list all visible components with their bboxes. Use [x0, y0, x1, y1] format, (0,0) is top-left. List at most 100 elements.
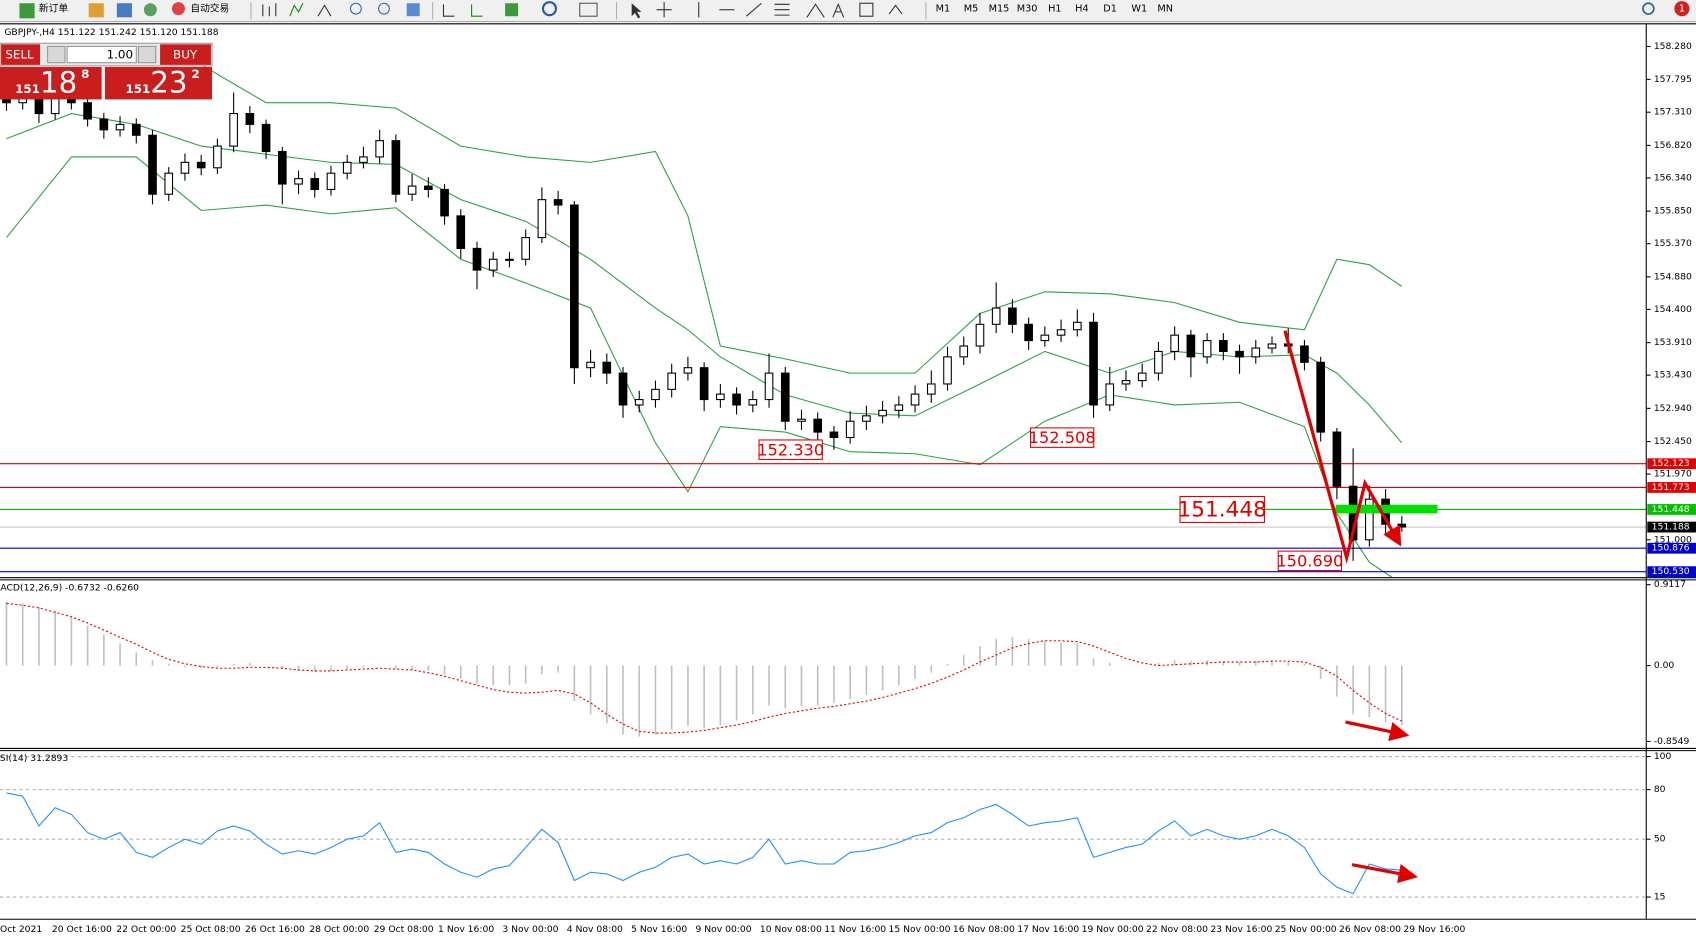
- price-callout-box: [1277, 550, 1343, 572]
- price-level-tag: [1647, 482, 1696, 493]
- candle-body: [164, 172, 174, 195]
- drawings: [1283, 330, 1438, 884]
- price-level-tag: [1647, 521, 1696, 533]
- candle-body: [391, 140, 401, 195]
- candle-body: [1235, 350, 1244, 358]
- timeframe[interactable]: H1: [1048, 4, 1062, 15]
- icon[interactable]: [317, 4, 332, 17]
- icon[interactable]: [806, 3, 825, 18]
- icon[interactable]: [289, 3, 304, 17]
- candle-body: [991, 307, 1001, 325]
- icon[interactable]: [745, 2, 762, 17]
- bid-box[interactable]: [0, 67, 102, 100]
- candle-body: [1154, 350, 1163, 374]
- icon[interactable]: [541, 1, 558, 17]
- x-tick-label: 16 Nov 08:00: [953, 924, 1015, 935]
- icon[interactable]: [442, 4, 455, 17]
- icon[interactable]: [471, 4, 483, 17]
- auto-trading-button[interactable]: 自动交易: [171, 2, 229, 16]
- toolbar-bg: [0, 0, 1696, 22]
- candle-body: [1040, 334, 1050, 342]
- price-level-tag: [1647, 566, 1696, 578]
- x-tick-label: 1 Nov 16:00: [438, 924, 494, 935]
- candle-body: [943, 356, 952, 385]
- timeframe[interactable]: M1: [936, 4, 951, 15]
- lot-input[interactable]: [66, 45, 137, 64]
- timeframe[interactable]: H4: [1075, 4, 1089, 15]
- macd-pane: [5, 601, 1403, 737]
- candle-body: [1024, 323, 1033, 342]
- candle-body: [472, 247, 482, 271]
- icon[interactable]: [774, 3, 790, 16]
- timeframe[interactable]: M30: [1017, 4, 1038, 15]
- bid-big: 151: [15, 82, 40, 96]
- ask-box[interactable]: [104, 67, 212, 100]
- y-tick-label: 158.280: [1654, 41, 1692, 52]
- price-level-label: 150.530: [1652, 566, 1690, 577]
- x-tick-label: 4 Nov 08:00: [567, 924, 623, 935]
- x-tick-label: 26 Oct 16:00: [245, 924, 305, 935]
- y-tick-label: 151.970: [1654, 469, 1692, 480]
- candle-body: [1397, 523, 1407, 528]
- candle-body: [1365, 498, 1374, 541]
- sell-button[interactable]: [1, 44, 41, 65]
- icon[interactable]: [378, 2, 390, 15]
- price-level-tag: [1647, 458, 1696, 470]
- y-tick-label: 155.370: [1654, 238, 1692, 249]
- candle-body: [1121, 380, 1131, 385]
- icon: [19, 3, 35, 19]
- price-callout-box: [1179, 495, 1265, 523]
- timeframe[interactable]: M5: [964, 4, 979, 15]
- icon[interactable]: [116, 3, 132, 18]
- timeframe[interactable]: M15: [989, 4, 1010, 15]
- icon[interactable]: [832, 2, 845, 18]
- icon[interactable]: [631, 3, 642, 19]
- y-tick-label: 152.450: [1654, 436, 1692, 447]
- y-tick-label: 154.880: [1654, 271, 1692, 282]
- candle-body: [570, 204, 579, 369]
- timeframe[interactable]: D1: [1103, 4, 1117, 15]
- icon[interactable]: [859, 2, 874, 17]
- ask-main: 23: [150, 65, 187, 99]
- icon[interactable]: [88, 3, 104, 18]
- candle-body: [1170, 334, 1179, 352]
- timeframe[interactable]: MN: [1157, 4, 1173, 15]
- icon[interactable]: [505, 3, 519, 17]
- candle-body: [50, 96, 60, 115]
- button-label: 自动交易: [190, 2, 229, 15]
- candle-body: [586, 361, 595, 369]
- buy-button[interactable]: [160, 44, 211, 65]
- lot-up[interactable]: [137, 45, 157, 64]
- candle-body: [245, 113, 255, 125]
- candle-body: [716, 393, 725, 401]
- timeframe[interactable]: W1: [1131, 4, 1147, 15]
- icon[interactable]: [262, 3, 277, 17]
- candle-body: [926, 383, 936, 395]
- x-tick-label: 11 Nov 16:00: [824, 924, 886, 935]
- new-order-button[interactable]: 新订单: [19, 2, 68, 19]
- candle-body: [375, 140, 384, 158]
- icon[interactable]: [349, 2, 362, 15]
- candle-body: [1089, 321, 1098, 406]
- icon[interactable]: [888, 4, 903, 15]
- ask-big: 151: [125, 82, 150, 96]
- icon[interactable]: [406, 3, 420, 17]
- candle-body: [424, 185, 433, 191]
- candle-body: [634, 399, 644, 406]
- price-level-label: 151.773: [1652, 482, 1690, 493]
- icon[interactable]: [656, 2, 672, 18]
- x-tick-label: 3 Nov 00:00: [502, 924, 558, 935]
- x-tick-label: 28 Oct 00:00: [309, 924, 369, 935]
- price-callout: 152.508: [1029, 428, 1096, 447]
- x-tick-label: 29 Nov 16:00: [1403, 924, 1465, 935]
- candle-body: [699, 367, 709, 401]
- search-icon[interactable]: [1642, 2, 1655, 15]
- notification-badge[interactable]: [1674, 1, 1690, 17]
- icon[interactable]: [143, 3, 157, 17]
- price-level-label: 151.188: [1652, 522, 1690, 533]
- x-tick-label: 23 Nov 16:00: [1210, 924, 1272, 935]
- icon[interactable]: [579, 2, 598, 17]
- one-click-panel: SELL 1.00 BUY 151 18 8 151 23 2: [0, 42, 213, 100]
- lot-down[interactable]: [47, 45, 66, 64]
